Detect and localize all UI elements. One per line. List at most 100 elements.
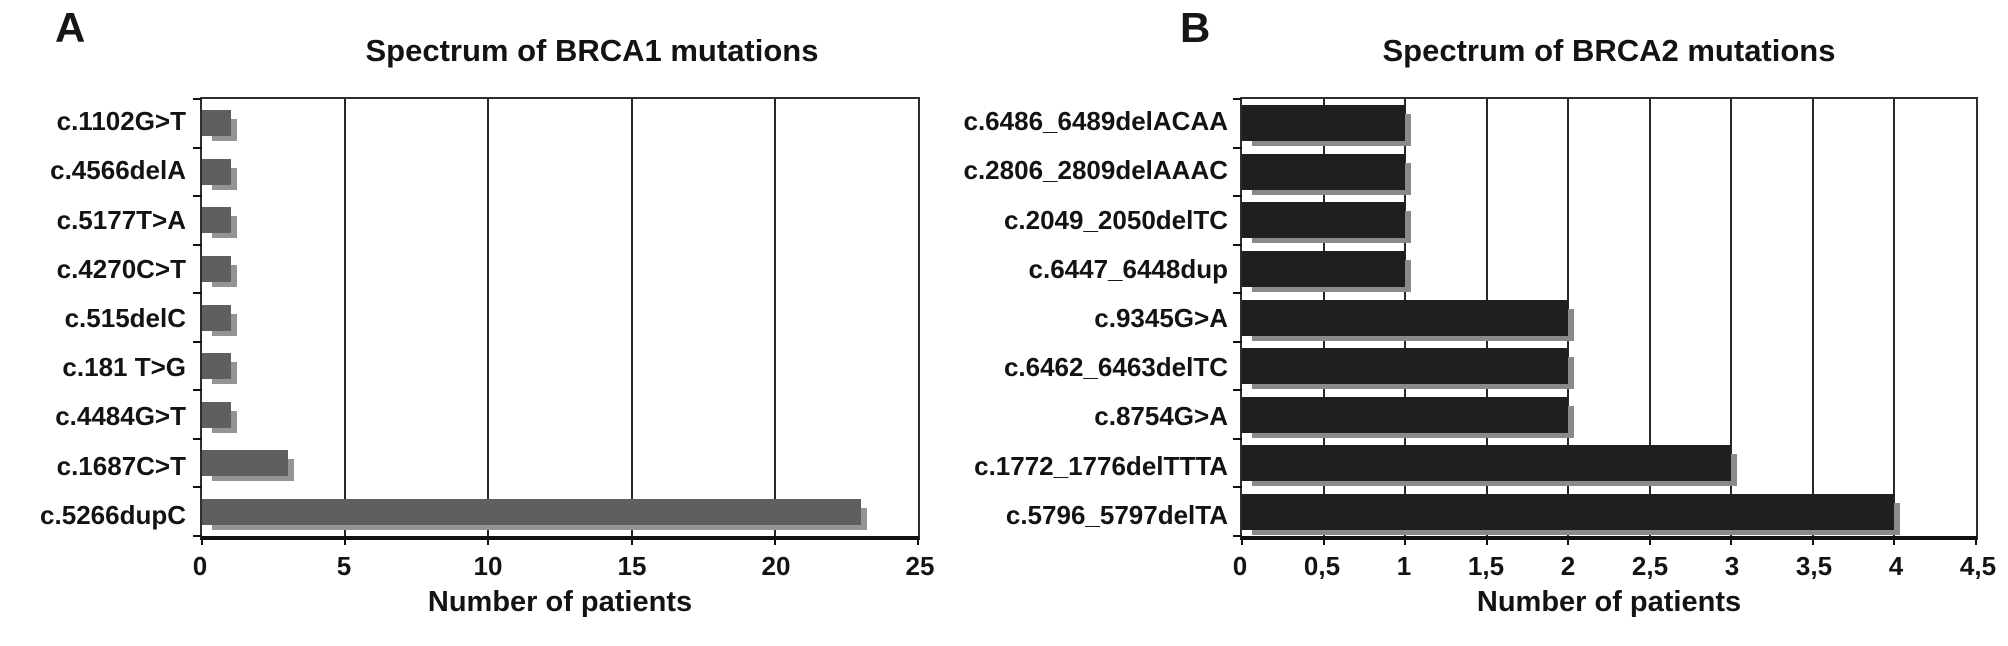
- bar: [202, 207, 231, 234]
- x-tick-mark: [630, 536, 633, 545]
- x-tick-labels: 0 0,5 1 1,5 2 2,5 3 3,5 4 4,5: [1233, 551, 1996, 581]
- bar: [1242, 105, 1406, 142]
- category-label: c.1102G>T: [56, 106, 186, 137]
- x-tick-mark: [1404, 536, 1407, 545]
- category-label: c.8754G>A: [1094, 401, 1228, 432]
- y-tick-mark: [193, 243, 202, 246]
- y-tick-mark: [193, 535, 202, 537]
- bar: [202, 401, 231, 428]
- bar: [202, 110, 231, 137]
- category-label: c.4484G>T: [55, 401, 186, 432]
- bar: [202, 304, 231, 331]
- category-labels: c.6486_6489delACAA c.2806_2809delAAAC c.20…: [946, 97, 1229, 540]
- category-labels: c.1102G>T c.4566delA c.5177T>A c.4270C>T c.5…: [0, 97, 186, 540]
- category-label: c.9345G>A: [1094, 302, 1228, 333]
- x-tick-mark: [1648, 536, 1651, 545]
- gridline: [630, 99, 633, 536]
- x-tick-mark: [1241, 536, 1243, 545]
- x-tick-label: 2,5: [1631, 551, 1669, 581]
- category-label: c.5177T>A: [56, 204, 186, 235]
- x-tick-label: 20: [761, 551, 791, 581]
- chart-title-brca2: Spectrum of BRCA2 mutations: [1382, 33, 1836, 68]
- category-label: c.2806_2809delAAAC: [963, 155, 1229, 186]
- x-axis-title: Number of patients: [427, 586, 693, 618]
- x-tick-mark: [1893, 536, 1896, 545]
- x-tick-label: 10: [473, 551, 503, 581]
- category-label: c.4566delA: [50, 155, 186, 186]
- y-tick-mark: [1233, 437, 1242, 440]
- gridline: [1893, 99, 1896, 536]
- x-tick-label: 5: [336, 551, 352, 581]
- x-tick-mark: [1730, 536, 1733, 545]
- bar: [1242, 202, 1406, 239]
- bar: [1242, 348, 1569, 385]
- category-label: c.4270C>T: [56, 253, 186, 284]
- x-tick-label: 1: [1396, 551, 1412, 581]
- bar: [202, 158, 231, 185]
- y-tick-mark: [193, 486, 202, 489]
- category-label: c.6462_6463delTC: [1003, 352, 1228, 383]
- x-tick-mark: [344, 536, 347, 545]
- gridline: [1811, 99, 1814, 536]
- y-tick-mark: [1233, 243, 1242, 246]
- x-tick-mark: [201, 536, 203, 545]
- figure-panel-a: A Spectrum of BRCA1 mutations c.1102G>T c…: [0, 0, 940, 646]
- x-tick-label: 1,5: [1467, 551, 1505, 581]
- y-tick-mark: [193, 146, 202, 149]
- category-label: c.181 T>G: [62, 352, 186, 383]
- gridline: [1648, 99, 1651, 536]
- category-label: c.5266dupC: [40, 499, 186, 530]
- bar: [1242, 250, 1406, 287]
- category-label: c.2049_2050delTC: [1003, 204, 1228, 235]
- bar: [202, 498, 861, 525]
- chart-title-brca1: Spectrum of BRCA1 mutations: [365, 33, 819, 68]
- x-tick-label: 0,5: [1303, 551, 1341, 581]
- category-label: c.6447_6448dup: [1028, 253, 1228, 284]
- x-tick-mark: [773, 536, 776, 545]
- bar: [1242, 153, 1406, 190]
- x-tick-label: 2: [1560, 551, 1576, 581]
- gridline: [1730, 99, 1733, 536]
- y-tick-mark: [1233, 486, 1242, 489]
- gridline: [344, 99, 347, 536]
- bar: [202, 255, 231, 282]
- x-tick-mark: [1322, 536, 1325, 545]
- category-label: c.1687C>T: [56, 450, 186, 481]
- x-tick-label: 0: [1232, 551, 1248, 581]
- y-tick-mark: [1233, 389, 1242, 392]
- x-tick-label: 25: [905, 551, 935, 581]
- y-tick-mark: [193, 437, 202, 440]
- y-tick-mark: [1233, 292, 1242, 295]
- bar: [1242, 299, 1569, 336]
- x-tick-label: 3,5: [1795, 551, 1833, 581]
- x-tick-mark: [487, 536, 490, 545]
- x-tick-mark: [1485, 536, 1488, 545]
- x-tick-mark: [1567, 536, 1570, 545]
- y-tick-mark: [1233, 146, 1242, 149]
- y-tick-mark: [1233, 98, 1242, 100]
- bar: [202, 353, 231, 380]
- category-label: c.5796_5797delTA: [1005, 499, 1228, 530]
- category-label: c.515delC: [64, 302, 186, 333]
- x-tick-label: 15: [617, 551, 647, 581]
- x-tick-mark: [1975, 536, 1977, 545]
- x-tick-mark: [1811, 536, 1814, 545]
- bar: [1242, 445, 1732, 482]
- y-tick-mark: [1233, 195, 1242, 198]
- plot-area: [1233, 97, 1978, 545]
- panel-letter-b: B: [1180, 4, 1211, 51]
- x-tick-label: 3: [1724, 551, 1740, 581]
- category-label: c.6486_6489delACAA: [963, 106, 1229, 137]
- x-tick-label: 0: [192, 551, 208, 581]
- gridline: [487, 99, 490, 536]
- y-tick-mark: [193, 98, 202, 100]
- y-tick-mark: [193, 340, 202, 343]
- bar: [202, 450, 288, 477]
- bar: [1242, 493, 1895, 530]
- bar: [1242, 396, 1569, 433]
- gridline: [773, 99, 776, 536]
- x-tick-mark: [917, 536, 919, 545]
- y-tick-mark: [193, 195, 202, 198]
- gridline: [1567, 99, 1570, 536]
- y-tick-mark: [1233, 535, 1242, 537]
